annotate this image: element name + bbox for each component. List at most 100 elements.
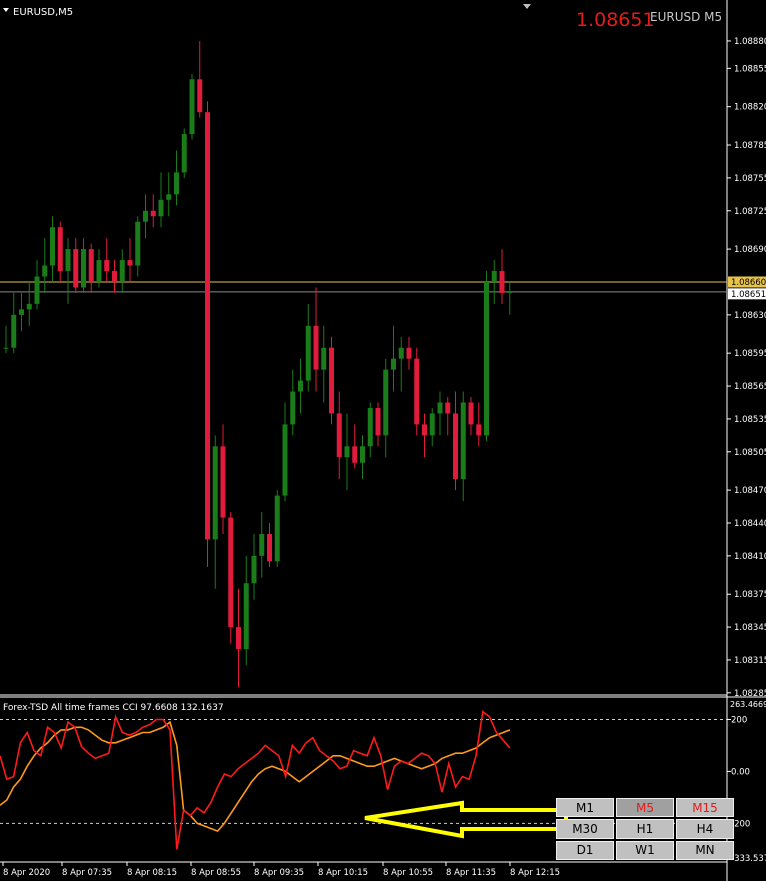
candle-body — [81, 249, 86, 288]
candle-body — [11, 314, 17, 348]
time-tick-label: 8 Apr 12:15 — [510, 868, 560, 878]
candle-body — [65, 249, 71, 272]
timeframe-button-h1[interactable]: H1 — [616, 819, 674, 839]
candle — [104, 238, 110, 282]
time-tick-label: 8 Apr 08:15 — [127, 868, 177, 878]
candle-body — [88, 249, 94, 282]
candle — [73, 238, 79, 293]
candle — [507, 281, 513, 315]
candle — [398, 336, 404, 392]
candle-body — [42, 265, 48, 277]
cci-fast-line — [0, 710, 511, 850]
symbol-label: EURUSD,M5 — [13, 7, 73, 18]
candle — [313, 287, 319, 392]
candle — [460, 391, 466, 502]
candle — [3, 325, 9, 354]
candle-body — [26, 303, 32, 310]
candle — [50, 216, 55, 282]
indicator-tick-label: 200 — [731, 715, 747, 725]
candle-body — [398, 347, 404, 359]
candle-body — [96, 260, 102, 282]
candle — [344, 413, 350, 491]
candle-body — [73, 249, 79, 288]
candle-body — [197, 79, 203, 113]
price-axis[interactable]: 1.08880 1.08855 1.08820 1.08785 1.08755 1.087… — [727, 37, 766, 699]
candle — [26, 281, 32, 326]
candle-body — [57, 227, 63, 272]
timeframe-button-m5[interactable]: M5 — [616, 798, 674, 818]
time-tick-label: 8 Apr 08:55 — [191, 868, 241, 878]
candlestick-series — [3, 40, 513, 688]
candle-body — [352, 446, 358, 463]
price-tick-label: 1.08505 — [734, 448, 766, 458]
candle — [212, 435, 218, 589]
candle — [236, 588, 241, 688]
price-tick-label: 1.08630 — [734, 311, 766, 321]
candle-body — [453, 413, 458, 480]
candle-body — [274, 495, 280, 562]
candle-body — [484, 281, 489, 436]
candle-body — [445, 402, 451, 414]
menu-triangle-icon[interactable] — [3, 8, 9, 12]
candle-body — [158, 199, 164, 217]
candle — [181, 128, 187, 178]
candle — [282, 402, 288, 502]
candle-body — [19, 309, 24, 315]
candle-body — [251, 555, 257, 584]
candle — [484, 271, 489, 441]
candle-body — [383, 369, 389, 436]
indicator-tick-label: 0.00 — [731, 767, 750, 777]
candle-body — [143, 210, 148, 222]
candle — [274, 490, 280, 567]
candle — [88, 243, 94, 293]
candle — [65, 238, 71, 304]
timeframe-button-m15[interactable]: M15 — [676, 798, 734, 818]
candle — [143, 194, 148, 239]
time-tick-label: 8 Apr 10:15 — [318, 868, 368, 878]
candle — [321, 325, 327, 403]
indicator-tick-label: -200 — [731, 819, 750, 829]
symbol-timeframe-label: EURUSD M5 — [650, 10, 722, 24]
time-tick-label: 8 Apr 2020 — [3, 868, 50, 878]
candle — [174, 150, 179, 206]
ask-price-tag: 1.08660 — [728, 276, 766, 288]
candle — [476, 402, 482, 447]
timeframe-button-m1[interactable]: M1 — [556, 798, 614, 818]
time-axis[interactable]: 8 Apr 2020 8 Apr 07:35 8 Apr 08:15 8 Apr 08… — [2, 862, 560, 878]
candle-body — [406, 347, 412, 359]
candle — [290, 369, 296, 436]
candle-body — [422, 424, 427, 436]
candle-body — [329, 347, 334, 414]
chart-shift-marker-icon[interactable] — [523, 4, 531, 9]
candle-body — [3, 347, 9, 349]
candle-body — [360, 446, 365, 463]
price-tick-label: 1.08725 — [734, 207, 766, 217]
candle — [251, 533, 257, 600]
candle — [166, 172, 172, 217]
price-tick-label: 1.08690 — [734, 245, 766, 255]
price-tick-label: 1.08820 — [734, 103, 766, 113]
candle — [375, 402, 381, 447]
candle-body — [499, 271, 505, 293]
candle-body — [476, 424, 482, 436]
timeframe-button-w1[interactable]: W1 — [616, 840, 674, 860]
candle — [189, 73, 195, 140]
price-tick-label: 1.08285 — [734, 689, 766, 699]
timeframe-button-mn[interactable]: MN — [676, 840, 734, 860]
candle — [96, 249, 102, 288]
candle — [135, 216, 141, 277]
candle-body — [259, 533, 265, 556]
timeframe-button-m30[interactable]: M30 — [556, 819, 614, 839]
price-tick-label: 1.08595 — [734, 349, 766, 359]
candle-body — [336, 413, 342, 458]
candle — [468, 397, 474, 436]
indicator-title: Forex-TSD All time frames CCI 97.6608 13… — [3, 703, 224, 713]
price-tick-label: 1.08470 — [734, 486, 766, 496]
timeframe-button-h4[interactable]: H4 — [676, 819, 734, 839]
candle — [360, 435, 365, 480]
candle — [34, 260, 40, 310]
candle — [81, 238, 86, 293]
candle — [205, 101, 210, 567]
timeframe-button-d1[interactable]: D1 — [556, 840, 614, 860]
